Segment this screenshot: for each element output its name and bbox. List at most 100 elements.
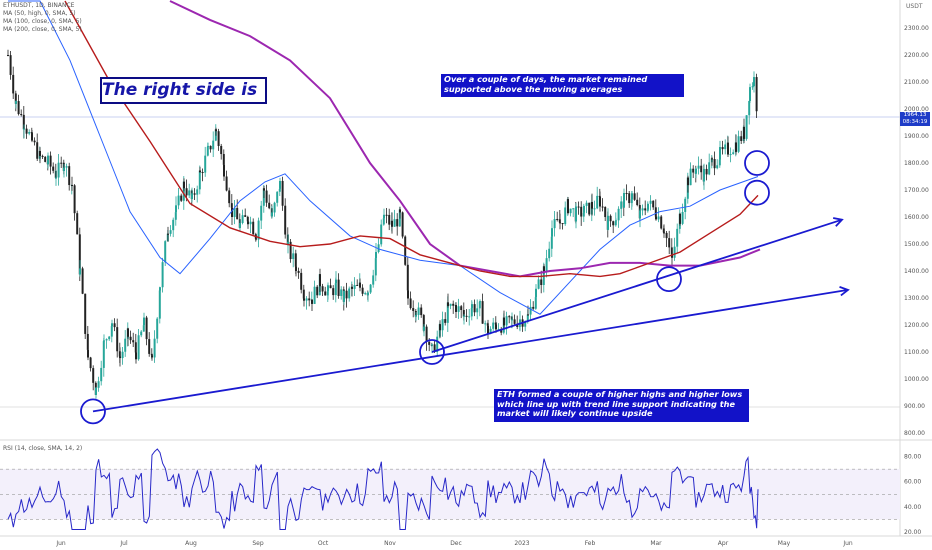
candle-body xyxy=(409,298,412,309)
candle-body xyxy=(145,317,148,340)
candle-body xyxy=(209,145,212,150)
candle-body xyxy=(406,264,409,291)
ma50-line xyxy=(8,0,759,315)
candle-body xyxy=(423,326,425,331)
candle-body xyxy=(657,216,660,220)
candle-body xyxy=(308,298,311,301)
candle-body xyxy=(380,224,383,245)
candle-body xyxy=(273,202,276,213)
trend-line xyxy=(431,218,843,353)
candle-body xyxy=(668,238,671,248)
rsi-pane xyxy=(0,448,900,530)
note-bottom: ETH formed a couple of higher highs and … xyxy=(494,389,749,422)
candle-body xyxy=(63,167,65,171)
candle-body xyxy=(412,308,415,311)
candle-body xyxy=(687,177,689,186)
candle-body xyxy=(580,206,583,217)
indicator-ma50[interactable]: MA (50, high, 0, SMA, 5) xyxy=(3,10,76,17)
candle-body xyxy=(689,168,692,186)
moving-averages xyxy=(8,0,761,315)
rsi-tick: 80.00 xyxy=(904,454,921,461)
candle-body xyxy=(436,336,439,352)
candle-body xyxy=(745,115,748,139)
candle-body xyxy=(121,351,124,359)
candle-body xyxy=(385,214,388,216)
candle-body xyxy=(222,154,225,165)
candle-body xyxy=(9,55,12,75)
candle-body xyxy=(153,338,156,358)
candle-body xyxy=(167,233,169,235)
candle-body xyxy=(142,325,145,332)
candle-body xyxy=(132,340,135,343)
candle-body xyxy=(588,202,591,215)
candle-body xyxy=(359,282,361,288)
highlight-circle xyxy=(656,266,682,293)
candle-body xyxy=(233,207,236,217)
candle-body xyxy=(393,219,396,227)
candle-body xyxy=(537,279,540,289)
candle-body xyxy=(447,302,449,306)
candle-body xyxy=(505,316,508,326)
candle-body xyxy=(15,101,17,104)
candle-body xyxy=(452,303,455,306)
candle-body xyxy=(289,241,292,260)
candle-body xyxy=(740,136,743,141)
indicator-ma200[interactable]: MA (200, close, 0, SMA, 5) xyxy=(3,26,82,33)
candle-body xyxy=(137,335,140,360)
candle-body xyxy=(60,162,63,164)
candle-body xyxy=(676,228,679,247)
candle-body xyxy=(95,387,97,395)
candle-body xyxy=(391,220,393,227)
candle-body xyxy=(105,339,108,341)
candle-body xyxy=(428,341,431,345)
candle-body xyxy=(468,316,471,318)
candle-body xyxy=(7,55,9,56)
candle-body xyxy=(614,221,617,226)
candle-body xyxy=(135,352,137,360)
indicator-ma100[interactable]: MA (100, close, 0, SMA, 5) xyxy=(3,18,82,25)
candle-body xyxy=(743,126,745,139)
candle-body xyxy=(422,315,425,331)
candle-body xyxy=(340,289,343,296)
candle-body xyxy=(337,279,340,296)
candle-body xyxy=(463,315,465,317)
candle-body xyxy=(327,285,329,292)
candle-body xyxy=(623,193,625,208)
price-tick: 1700.00 xyxy=(904,187,929,194)
candle-body xyxy=(681,211,684,224)
candle-body xyxy=(737,136,740,152)
candle-body xyxy=(383,214,385,219)
candle-body xyxy=(361,287,364,294)
price-tick: 800.00 xyxy=(904,430,925,437)
time-tick: May xyxy=(778,540,791,547)
price-tick: 900.00 xyxy=(904,403,925,410)
candle-body xyxy=(556,218,559,220)
candle-body xyxy=(593,208,596,210)
candle-body xyxy=(148,339,151,354)
candle-body xyxy=(492,322,495,329)
candle-body xyxy=(113,323,116,328)
candle-body xyxy=(703,168,705,182)
candle-body xyxy=(644,208,647,211)
candle-body xyxy=(374,258,377,276)
candle-body xyxy=(65,166,68,168)
candle-body xyxy=(319,274,321,287)
candle-body xyxy=(724,144,727,150)
candle-body xyxy=(47,155,49,165)
candle-body xyxy=(196,189,199,195)
candle-body xyxy=(255,238,257,240)
grid xyxy=(0,0,932,537)
candle-body xyxy=(249,221,252,225)
candle-body xyxy=(260,205,263,221)
candle-body xyxy=(649,200,652,204)
candle-body xyxy=(295,266,297,271)
price-badge: 1964.13 08:34:19 xyxy=(900,112,930,126)
candle-body xyxy=(102,341,105,368)
candle-body xyxy=(481,301,484,324)
candle-body xyxy=(396,219,399,227)
candle-body xyxy=(729,154,732,156)
candle-body xyxy=(73,185,76,214)
candle-body xyxy=(177,195,180,206)
rsi-label: RSI (14, close, SMA, 14, 2) xyxy=(3,445,83,452)
candle-body xyxy=(553,218,556,229)
